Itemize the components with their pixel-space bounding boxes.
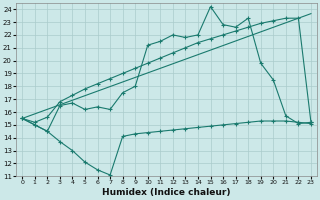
X-axis label: Humidex (Indice chaleur): Humidex (Indice chaleur) <box>102 188 231 197</box>
